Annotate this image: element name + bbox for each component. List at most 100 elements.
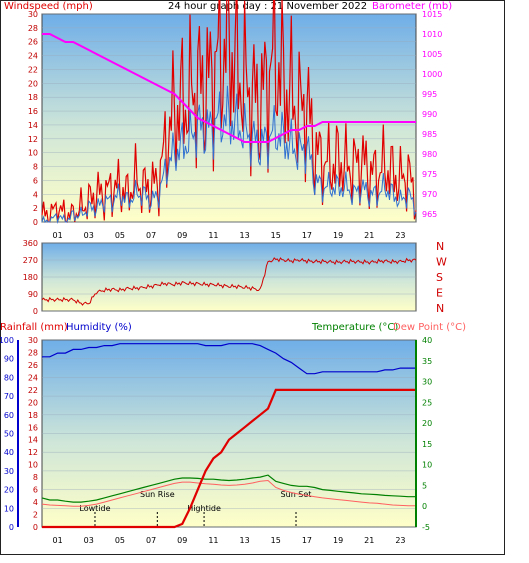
wind-y-tick: 4 (33, 190, 38, 199)
direction-y-tick: 90 (28, 290, 38, 299)
hour-tick-label: 17 (302, 231, 312, 240)
direction-y-tick: 270 (23, 256, 38, 265)
compass-label: E (436, 287, 443, 300)
temperature-y-tick: -5 (422, 523, 430, 532)
hour-tick-label: 05 (115, 231, 125, 240)
humidity-y-tick: 100 (0, 336, 14, 345)
temperature-y-tick: 0 (422, 502, 427, 511)
rain-y-tick: 14 (28, 436, 38, 445)
hour-tick-label: 13 (239, 231, 249, 240)
temperature-y-tick: 35 (422, 357, 432, 366)
barometer-y-tick: 1005 (422, 50, 442, 59)
temperature-y-tick: 5 (422, 481, 427, 490)
hour-tick-label: 03 (84, 536, 94, 545)
barometer-y-tick: 965 (422, 210, 437, 219)
wind-y-tick: 30 (28, 10, 38, 19)
direction-y-tick: 360 (23, 239, 38, 248)
humidity-y-tick: 80 (4, 373, 14, 382)
wind-direction-line (41, 257, 417, 306)
barometer-y-tick: 975 (422, 170, 437, 179)
wind-y-tick: 0 (33, 218, 38, 227)
rain-y-tick: 20 (28, 398, 38, 407)
humidity-y-tick: 60 (4, 411, 14, 420)
dewpoint-line (41, 479, 416, 507)
rain-y-tick: 30 (28, 336, 38, 345)
rain-y-tick: 26 (28, 361, 38, 370)
hour-tick-label: 15 (271, 536, 281, 545)
hour-tick-label: 13 (239, 536, 249, 545)
hour-tick-label: 19 (333, 536, 343, 545)
wind-y-tick: 18 (28, 93, 38, 102)
hour-tick-label: 11 (208, 231, 218, 240)
temperature-y-tick: 20 (422, 419, 432, 428)
temperature-y-tick: 15 (422, 440, 432, 449)
rain-y-tick: 0 (33, 523, 38, 532)
barometer-line (42, 33, 416, 143)
hour-tick-label: 05 (115, 536, 125, 545)
hour-tick-label: 01 (52, 536, 62, 545)
barometer-y-tick: 980 (422, 150, 437, 159)
rain-y-tick: 10 (28, 461, 38, 470)
wind-y-tick: 26 (28, 38, 38, 47)
hour-tick-label: 19 (333, 231, 343, 240)
event-label: Lowtide (79, 504, 110, 513)
rain-y-tick: 12 (28, 448, 38, 457)
hour-tick-label: 09 (177, 231, 187, 240)
compass-label: N (436, 302, 444, 315)
direction-y-tick: 180 (23, 273, 38, 282)
temperature-y-tick: 30 (422, 378, 432, 387)
barometer-y-tick: 1000 (422, 70, 442, 79)
hour-tick-label: 07 (146, 231, 156, 240)
wind-y-tick: 8 (33, 163, 38, 172)
humidity-y-tick: 0 (9, 523, 14, 532)
wind-y-tick: 16 (28, 107, 38, 116)
wind-y-tick: 20 (28, 79, 38, 88)
temperature-axis-label: Temperature (°C) (311, 322, 398, 333)
rain-y-tick: 28 (28, 348, 38, 357)
wind-y-tick: 6 (33, 176, 38, 185)
hour-tick-label: 21 (364, 231, 374, 240)
hour-tick-label: 23 (395, 536, 405, 545)
hour-tick-label: 17 (302, 536, 312, 545)
wind-y-tick: 10 (28, 149, 38, 158)
wind-y-tick: 22 (28, 65, 38, 74)
humidity-y-tick: 70 (4, 392, 14, 401)
hour-tick-label: 03 (84, 231, 94, 240)
barometer-y-tick: 995 (422, 90, 437, 99)
barometer-axis-label: Barometer (mb) (372, 1, 452, 12)
rainfall-axis-label: Rainfall (mm) (0, 322, 68, 333)
dewpoint-axis-label: Dew Point (°C) (393, 322, 466, 333)
rain-y-tick: 18 (28, 411, 38, 420)
hour-tick-label: 09 (177, 536, 187, 545)
compass-label: W (436, 256, 447, 269)
humidity-line (42, 343, 416, 375)
wind-speed-line (41, 85, 417, 224)
barometer-y-tick: 1015 (422, 10, 442, 19)
rain-y-tick: 2 (33, 511, 38, 520)
rain-y-tick: 16 (28, 423, 38, 432)
temperature-y-tick: 25 (422, 398, 432, 407)
wind-y-tick: 12 (28, 135, 38, 144)
barometer-y-tick: 985 (422, 130, 437, 139)
wind-y-tick: 2 (33, 204, 38, 213)
humidity-y-tick: 20 (4, 486, 14, 495)
wind-axis-label: Windspeed (mph) (4, 1, 93, 12)
temperature-line (41, 474, 416, 503)
rain-y-tick: 4 (33, 498, 38, 507)
temperature-y-tick: 10 (422, 461, 432, 470)
event-label: Hightide (187, 504, 221, 513)
wind-y-tick: 28 (28, 24, 38, 33)
hour-tick-label: 01 (52, 231, 62, 240)
direction-y-tick: 0 (33, 307, 38, 316)
rain-y-tick: 8 (33, 473, 38, 482)
humidity-y-tick: 10 (4, 504, 14, 513)
event-label: Sun Set (281, 490, 312, 499)
wind-y-tick: 24 (28, 52, 38, 61)
hour-tick-label: 07 (146, 536, 156, 545)
hour-tick-label: 23 (395, 231, 405, 240)
humidity-y-tick: 90 (4, 355, 14, 364)
hour-tick-label: 15 (271, 231, 281, 240)
humidity-axis-label: Humidity (%) (66, 322, 132, 333)
graph-title: 24 hour graph day : 21 November 2022 (168, 1, 367, 12)
